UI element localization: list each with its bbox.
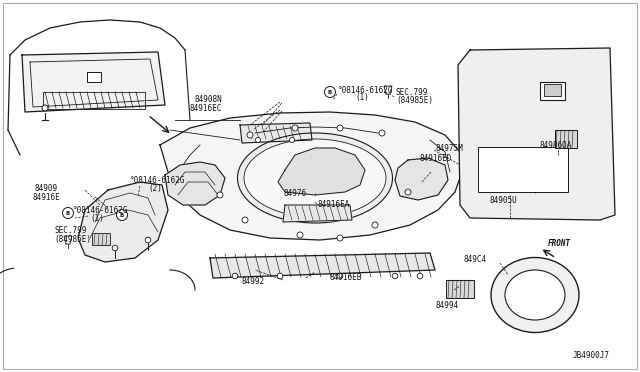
Text: B: B: [66, 211, 70, 215]
Text: 84994: 84994: [435, 301, 459, 310]
Circle shape: [372, 222, 378, 228]
Bar: [87, 72, 101, 82]
Circle shape: [145, 237, 151, 243]
Circle shape: [297, 232, 303, 238]
Text: (2): (2): [148, 183, 162, 192]
Bar: [478, 147, 568, 192]
Ellipse shape: [244, 139, 386, 217]
Text: B: B: [120, 212, 124, 218]
Circle shape: [42, 105, 48, 111]
Text: 84975M: 84975M: [436, 144, 464, 153]
Text: 84908N: 84908N: [195, 94, 222, 103]
Text: °08146-6162G: °08146-6162G: [73, 205, 129, 215]
Text: (1): (1): [355, 93, 369, 102]
Circle shape: [337, 235, 343, 241]
Bar: [540, 82, 565, 100]
Circle shape: [247, 132, 253, 138]
Circle shape: [289, 138, 294, 142]
Bar: [43, 92, 145, 109]
Circle shape: [337, 273, 343, 279]
Text: 84916EA: 84916EA: [318, 199, 350, 208]
Polygon shape: [22, 52, 165, 112]
Circle shape: [217, 192, 223, 198]
Circle shape: [392, 273, 398, 279]
Polygon shape: [458, 48, 615, 220]
Text: 84916ED: 84916ED: [420, 154, 452, 163]
Circle shape: [277, 273, 283, 279]
Text: (84985E): (84985E): [396, 96, 433, 105]
Bar: [555, 130, 577, 148]
Polygon shape: [210, 253, 435, 278]
Polygon shape: [78, 182, 168, 262]
Ellipse shape: [505, 270, 565, 320]
Text: 84986QA: 84986QA: [540, 141, 572, 150]
Text: (84985E): (84985E): [54, 234, 91, 244]
Circle shape: [63, 208, 74, 218]
Text: 84916EC: 84916EC: [189, 103, 222, 112]
Text: 84916EB: 84916EB: [330, 273, 362, 282]
Circle shape: [417, 273, 423, 279]
Circle shape: [292, 125, 298, 131]
Text: 84909: 84909: [35, 183, 58, 192]
Circle shape: [112, 245, 118, 251]
Polygon shape: [278, 148, 365, 195]
Text: JB4900J7: JB4900J7: [573, 350, 610, 359]
Circle shape: [116, 209, 127, 221]
Polygon shape: [395, 158, 448, 200]
Text: 84916E: 84916E: [32, 192, 60, 202]
Text: SEC.799: SEC.799: [396, 87, 428, 96]
Text: FRONT: FRONT: [548, 240, 571, 248]
Bar: [446, 280, 474, 298]
Circle shape: [255, 138, 260, 142]
Circle shape: [242, 217, 248, 223]
Circle shape: [379, 130, 385, 136]
Bar: [544, 84, 561, 96]
Text: °08146-6162G: °08146-6162G: [338, 86, 394, 94]
Bar: [92, 233, 110, 245]
Text: 849C4: 849C4: [464, 256, 487, 264]
Circle shape: [337, 125, 343, 131]
Text: B: B: [328, 90, 332, 94]
Text: 84905U: 84905U: [490, 196, 518, 205]
Polygon shape: [165, 162, 225, 205]
Circle shape: [405, 189, 411, 195]
Text: (1): (1): [90, 214, 104, 222]
Circle shape: [324, 87, 335, 97]
Ellipse shape: [237, 133, 392, 223]
Polygon shape: [160, 112, 462, 240]
Text: SEC.799: SEC.799: [54, 225, 86, 234]
Text: 84992: 84992: [242, 278, 265, 286]
Polygon shape: [283, 205, 352, 222]
Text: 84976: 84976: [284, 189, 307, 198]
Ellipse shape: [491, 257, 579, 333]
Circle shape: [232, 273, 238, 279]
Text: °08146-6162G: °08146-6162G: [130, 176, 186, 185]
Polygon shape: [240, 123, 312, 143]
